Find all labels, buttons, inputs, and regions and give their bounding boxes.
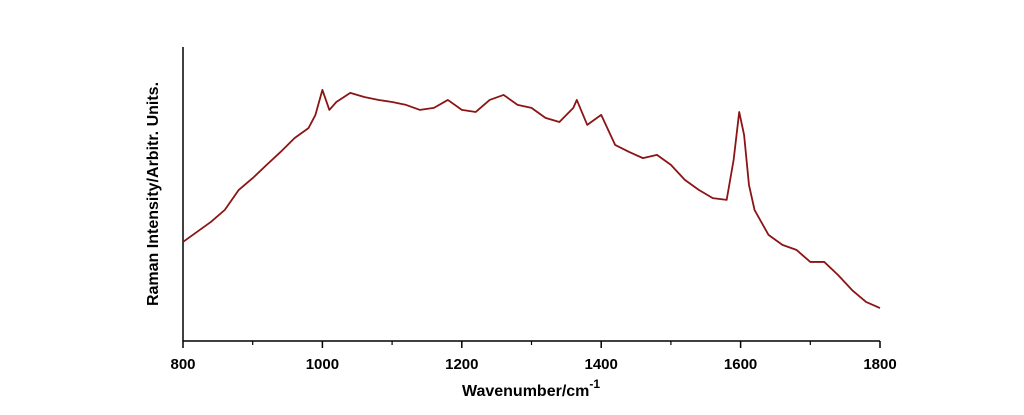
- spectrum-line: [182, 89, 881, 309]
- x-tick-label: 1200: [445, 356, 478, 373]
- x-tick-label: 800: [170, 356, 195, 373]
- x-axis-label-text: Wavenumber/cm: [462, 383, 589, 400]
- x-tick-label: 1000: [306, 356, 339, 373]
- x-axis-label-superscript: -1: [589, 377, 600, 391]
- x-tick-label: 1400: [585, 356, 618, 373]
- y-axis-label: Raman Intensity/Arbitr. Units.: [145, 82, 162, 306]
- x-tick-label: 1800: [863, 356, 896, 373]
- x-tick-label: 1600: [724, 356, 757, 373]
- x-axis-label: Wavenumber/cm-1: [462, 377, 600, 400]
